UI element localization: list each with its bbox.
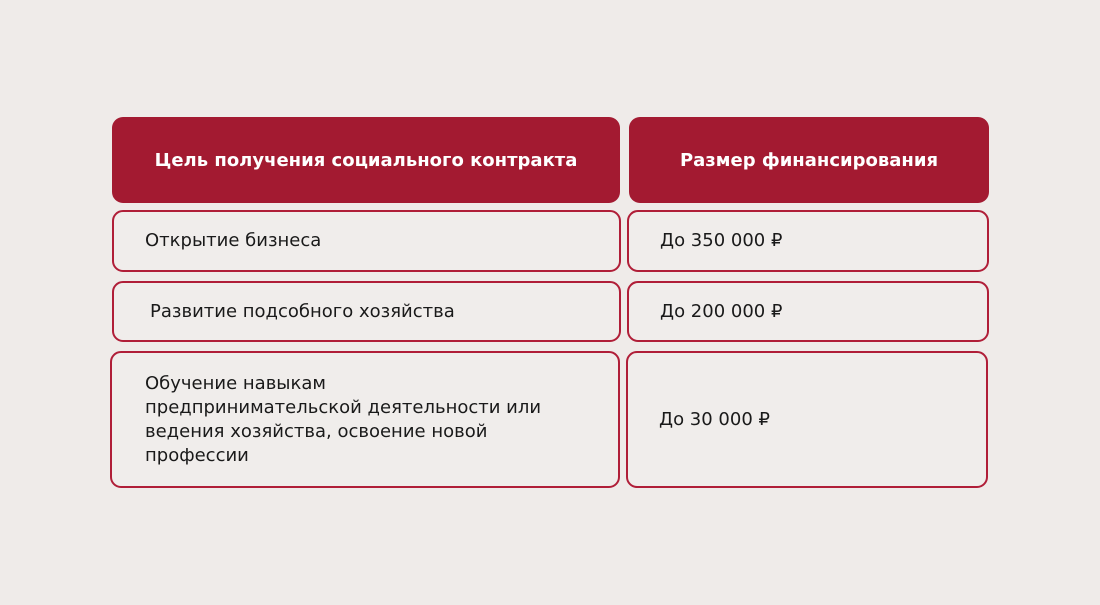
header-amount: Размер финансирования xyxy=(629,117,989,203)
table-row-goal: Открытие бизнеса xyxy=(112,210,621,272)
table-row-amount: До 30 000 ₽ xyxy=(626,351,988,488)
table-row-amount: До 350 000 ₽ xyxy=(627,210,989,272)
table-row-goal: Развитие подсобного хозяйства xyxy=(112,281,621,342)
header-goal: Цель получения социального контракта xyxy=(112,117,620,203)
table-row-goal: Обучение навыкам предпринимательской дея… xyxy=(110,351,620,488)
table-row-amount: До 200 000 ₽ xyxy=(627,281,989,342)
goal-text: Обучение навыкам предпринимательской дея… xyxy=(145,372,542,466)
